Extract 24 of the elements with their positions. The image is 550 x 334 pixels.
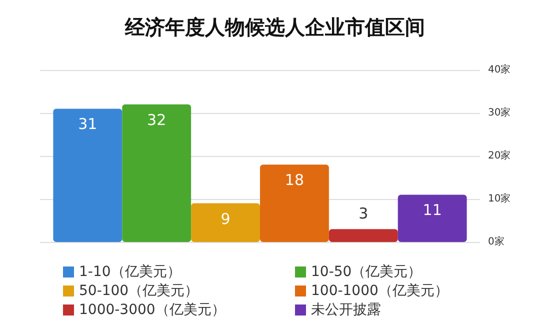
legend-label: 1000-3000（亿美元） [79,302,226,318]
bar [328,229,398,242]
data-label: 9 [220,210,230,228]
y-tick-label: 40家 [488,64,511,76]
y-tick-label: 20家 [488,150,511,162]
legend-label: 未公开披露 [311,302,381,318]
bar [191,203,260,242]
bar [398,194,467,242]
bar [260,164,329,242]
legend-label: 50-100（亿美元） [79,283,199,299]
y-tick-label: 30家 [488,106,511,118]
legend-label: 1-10（亿美元） [79,264,181,280]
bar [53,108,122,242]
data-label: 3 [358,204,368,223]
legend-label: 100-1000（亿美元） [311,283,448,299]
data-label: 31 [78,115,98,134]
chart-title: 经济年度人物候选人企业市值区间 [124,15,425,39]
y-tick-label: 10家 [488,192,511,204]
data-label: 32 [147,110,166,129]
y-tick-label: 0家 [488,236,504,248]
legend-label: 10-50（亿美元） [311,264,422,280]
data-label: 18 [284,171,304,190]
data-label: 11 [422,201,442,220]
bar [122,104,192,242]
